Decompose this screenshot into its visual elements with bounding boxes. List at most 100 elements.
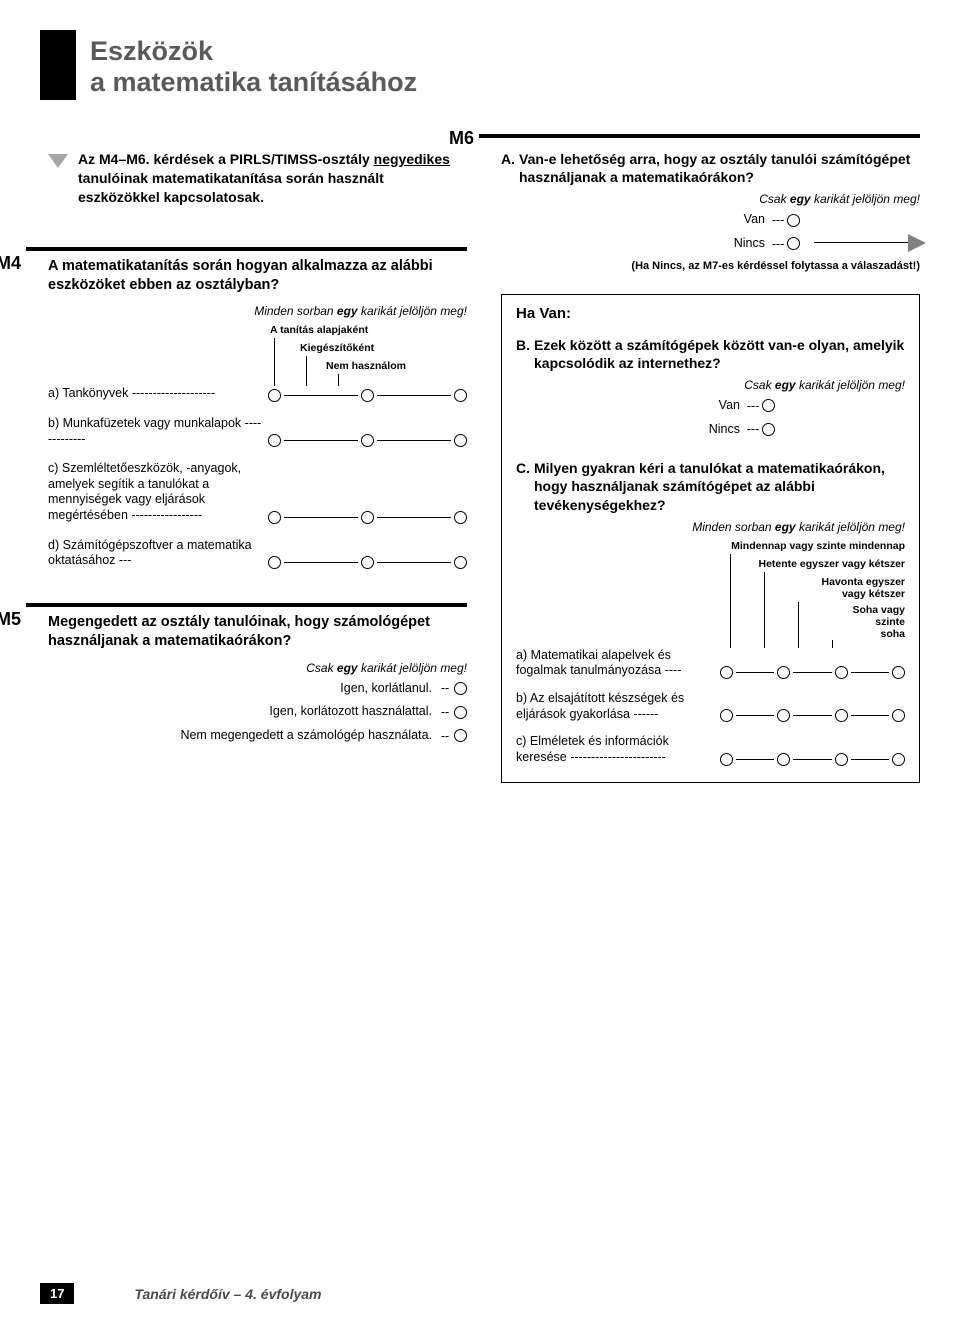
- radio-option[interactable]: [454, 556, 467, 569]
- question-id-m6: M6: [449, 128, 474, 149]
- section-title: Eszközök a matematika tanításához: [90, 30, 417, 100]
- radio-option[interactable]: [892, 753, 905, 766]
- radio-option[interactable]: [268, 556, 281, 569]
- m6-c-headers: Mindennap vagy szinte mindennap Hetente …: [516, 540, 905, 648]
- page-number: 17: [40, 1283, 74, 1304]
- radio-option[interactable]: [454, 434, 467, 447]
- m6-a-instr: Csak egy karikát jelöljön meg!: [501, 192, 920, 206]
- radio-option[interactable]: [835, 709, 848, 722]
- radio-option[interactable]: [454, 682, 467, 695]
- m5-opt-1: Igen, korlátlanul. --: [48, 681, 467, 697]
- page-header: Eszközök a matematika tanításához: [40, 30, 920, 100]
- radio-option[interactable]: [777, 753, 790, 766]
- m6-c-h1: Mindennap vagy szinte mindennap: [731, 540, 905, 552]
- radio-option[interactable]: [361, 389, 374, 402]
- m6-c-row-b-label: b) Az elsajátított készségek és eljáráso…: [516, 691, 720, 722]
- m6-b-stem: Ezek között a számítógépek között van-e …: [534, 336, 905, 372]
- radio-option[interactable]: [892, 709, 905, 722]
- skip-arrow: [814, 242, 910, 243]
- m6-c-row-c-label: c) Elméletek és információk keresése ---…: [516, 734, 720, 765]
- m4-instr-text: Minden sorban egy karikát jelöljön meg!: [254, 304, 467, 318]
- radio-option[interactable]: [787, 214, 800, 227]
- radio-option[interactable]: [892, 666, 905, 679]
- m6-b-yes: Van ---: [516, 398, 905, 414]
- m6-a-skip-note: (Ha Nincs, az M7-es kérdéssel folytassa …: [501, 260, 920, 272]
- m6-b-no-label: Nincs: [709, 422, 746, 438]
- m4-row-d-label: d) Számítógépszoftver a matematika oktat…: [48, 538, 264, 569]
- question-m4: M4 A matematikatanítás során hogyan alka…: [40, 257, 467, 569]
- radio-option[interactable]: [268, 434, 281, 447]
- m4-stem: A matematikatanítás során hogyan alkalma…: [48, 257, 467, 295]
- header-accent: [40, 30, 76, 100]
- radio-option[interactable]: [454, 511, 467, 524]
- radio-option[interactable]: [268, 389, 281, 402]
- intro-prefix: Az M4–M6. kérdések a PIRLS/TIMSS-osztály: [78, 151, 374, 167]
- ha-van-title: Ha Van:: [516, 305, 905, 322]
- m6-c-h4: Soha vagyszintesoha: [852, 604, 905, 640]
- m5-opt-2: Igen, korlátozott használattal. --: [48, 704, 467, 720]
- radio-option[interactable]: [361, 434, 374, 447]
- m6-a-stem: Van-e lehetőség arra, hogy az osztály ta…: [519, 150, 920, 186]
- m4-row-a: a) Tankönyvek --------------------: [48, 386, 467, 402]
- radio-option[interactable]: [268, 511, 281, 524]
- radio-option[interactable]: [777, 666, 790, 679]
- section-title-line2: a matematika tanításához: [90, 67, 417, 97]
- m6-sub-a: A. Van-e lehetőség arra, hogy az osztály…: [501, 150, 920, 272]
- radio-option[interactable]: [720, 709, 733, 722]
- radio-option[interactable]: [835, 753, 848, 766]
- m5-opt-1-label: Igen, korlátlanul.: [340, 681, 438, 697]
- m6-sub-b: B. Ezek között a számítógépek között van…: [516, 336, 905, 438]
- intro-underlined: negyedikes: [374, 151, 450, 167]
- right-column: M6 A. Van-e lehetőség arra, hogy az oszt…: [493, 150, 920, 795]
- left-column: Az M4–M6. kérdések a PIRLS/TIMSS-osztály…: [40, 150, 467, 795]
- m4-instr: Minden sorban egy karikát jelöljön meg!: [48, 304, 467, 318]
- m6-b-no: Nincs ---: [516, 422, 905, 438]
- question-id-m4: M4: [0, 253, 21, 274]
- m4-column-headers: A tanítás alapjaként Kiegészítőként Nem …: [48, 324, 467, 386]
- triangle-icon: [48, 154, 68, 168]
- radio-option[interactable]: [361, 556, 374, 569]
- m5-opt-3-label: Nem megengedett a számológép használata.: [180, 728, 438, 744]
- radio-option[interactable]: [787, 237, 800, 250]
- question-m5: M5 Megengedett az osztály tanulóinak, ho…: [40, 613, 467, 744]
- question-rule-m6: [479, 134, 920, 138]
- m6-a-yes: Van ---: [501, 212, 920, 228]
- m6-a-no-label: Nincs: [734, 236, 771, 252]
- m6-a-no: Nincs ---: [501, 236, 920, 252]
- radio-option[interactable]: [777, 709, 790, 722]
- m6-a-letter: A.: [501, 150, 519, 186]
- m4-row-c: c) Szemléltetőeszközök, -anyagok, amelye…: [48, 461, 467, 524]
- radio-option[interactable]: [762, 423, 775, 436]
- radio-option[interactable]: [720, 753, 733, 766]
- ha-van-box: Ha Van: B. Ezek között a számítógépek kö…: [501, 294, 920, 783]
- intro-suffix: tanulóinak matematikatanítása során hasz…: [78, 170, 384, 205]
- m4-header-2: Kiegészítőként: [300, 342, 374, 354]
- section-title-line1: Eszközök: [90, 36, 213, 66]
- intro-text: Az M4–M6. kérdések a PIRLS/TIMSS-osztály…: [78, 150, 467, 207]
- radio-option[interactable]: [454, 729, 467, 742]
- radio-option[interactable]: [762, 399, 775, 412]
- m6-c-h2: Hetente egyszer vagy kétszer: [759, 558, 906, 570]
- m6-c-row-b: b) Az elsajátított készségek és eljáráso…: [516, 691, 905, 722]
- m6-b-letter: B.: [516, 336, 534, 372]
- m6-b-yes-label: Van: [719, 398, 746, 414]
- radio-option[interactable]: [835, 666, 848, 679]
- question-rule-m4: [26, 247, 467, 251]
- m5-instr: Csak egy karikát jelöljön meg!: [48, 661, 467, 675]
- m6-c-letter: C.: [516, 459, 534, 514]
- m5-opt-2-label: Igen, korlátozott használattal.: [269, 704, 438, 720]
- radio-option[interactable]: [720, 666, 733, 679]
- m6-a-yes-label: Van: [744, 212, 771, 228]
- m6-c-row-a-label: a) Matematikai alapelvek és fogalmak tan…: [516, 648, 720, 679]
- radio-option[interactable]: [454, 706, 467, 719]
- radio-option[interactable]: [454, 389, 467, 402]
- m5-stem: Megengedett az osztály tanulóinak, hogy …: [48, 613, 467, 651]
- question-rule-m5: [26, 603, 467, 607]
- intro-block: Az M4–M6. kérdések a PIRLS/TIMSS-osztály…: [40, 150, 467, 207]
- m6-c-h3: Havonta egyszervagy kétszer: [822, 576, 905, 600]
- footer-title: Tanári kérdőív – 4. évfolyam: [134, 1286, 321, 1302]
- m6-c-row-c: c) Elméletek és információk keresése ---…: [516, 734, 905, 765]
- m4-row-c-label: c) Szemléltetőeszközök, -anyagok, amelye…: [48, 461, 264, 524]
- m4-row-b-label: b) Munkafüzetek vagy munkalapok --------…: [48, 416, 264, 447]
- radio-option[interactable]: [361, 511, 374, 524]
